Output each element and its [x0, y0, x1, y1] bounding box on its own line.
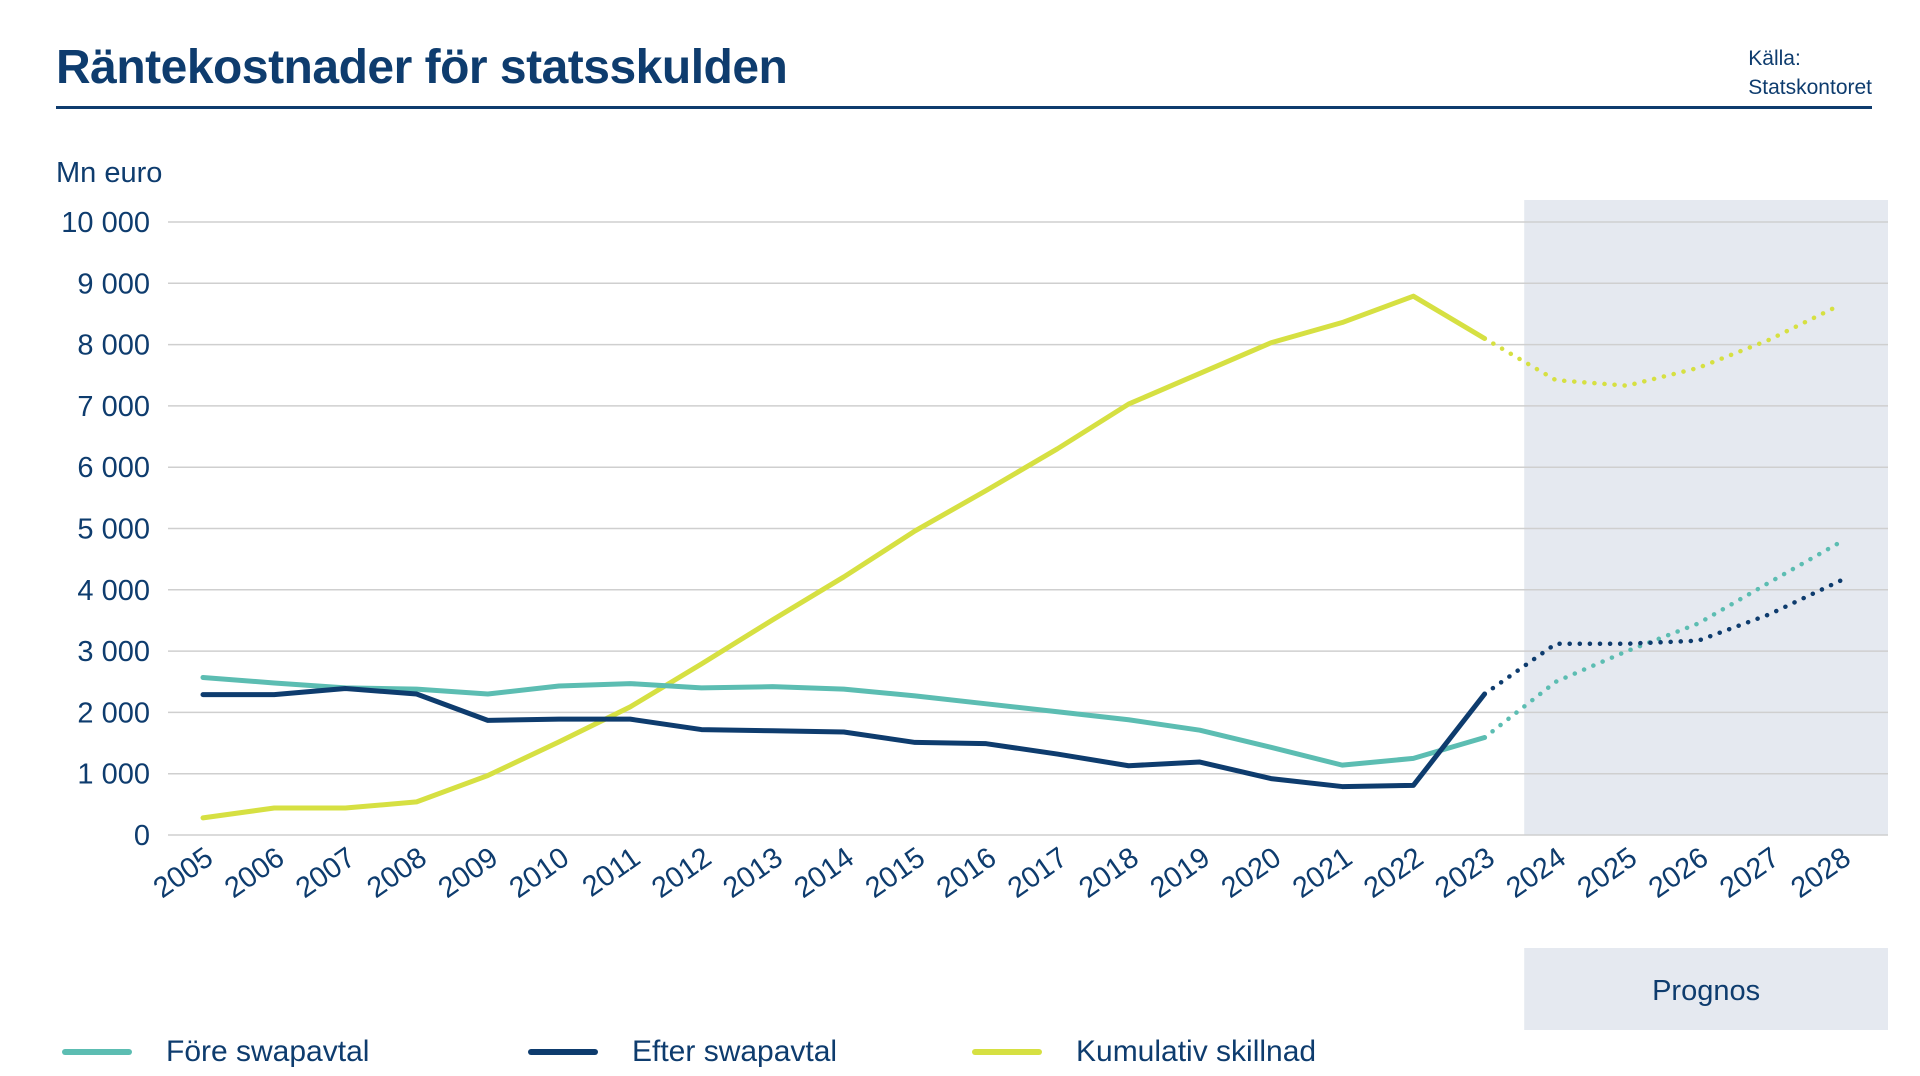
y-tick-label: 5 000 — [77, 514, 150, 546]
x-tick-label: 2024 — [1501, 842, 1572, 905]
x-tick-label: 2021 — [1287, 842, 1358, 905]
x-tick-label: 2018 — [1073, 842, 1144, 905]
forecast-band-layer: Prognos — [1524, 200, 1888, 1030]
series-forecast-line-3 — [1482, 302, 1843, 388]
x-tick-label: 2009 — [433, 842, 504, 905]
x-tick-label: 2020 — [1216, 842, 1287, 905]
x-tick-label: 2022 — [1358, 842, 1429, 905]
x-tick-label: 2027 — [1714, 842, 1785, 905]
x-tick-label: 2016 — [931, 842, 1002, 905]
x-tick-label: 2015 — [860, 842, 931, 905]
x-tick-label: 2025 — [1572, 842, 1643, 905]
source-label: Källa: — [1748, 47, 1801, 70]
x-tick-label: 2011 — [577, 842, 646, 904]
legend-item-efter-swapavtal: Efter swapavtal — [528, 1030, 837, 1074]
x-tick-label: 2006 — [219, 842, 290, 905]
legend-label-kumulativ: Kumulativ skillnad — [1076, 1035, 1317, 1068]
series-layer — [200, 293, 1843, 821]
x-tick-label: 2028 — [1785, 842, 1856, 905]
title-divider — [56, 106, 1872, 109]
legend-item-fore-swapavtal: Före swapavtal — [62, 1030, 369, 1074]
y-tick-label: 4 000 — [77, 575, 150, 607]
series-forecast-line-2 — [1482, 578, 1843, 697]
x-tick-label: 2010 — [504, 842, 575, 905]
y-tick-label: 9 000 — [77, 268, 150, 300]
x-tick-layer: 2005 2006 2007 2008 2009 2010 2011 2012 2013 2014… — [148, 842, 1857, 905]
x-tick-label: 2013 — [717, 842, 788, 905]
forecast-label-box — [1524, 948, 1888, 1030]
legend: Före swapavtal Efter swapavtal Kumulativ… — [0, 1030, 1920, 1074]
x-tick-label: 2019 — [1145, 842, 1216, 905]
y-axis-label: Mn euro — [56, 157, 162, 189]
legend-item-kumulativ-skillnad: Kumulativ skillnad — [972, 1030, 1316, 1074]
series-line-2 — [200, 685, 1488, 790]
series-line-1 — [200, 674, 1488, 768]
y-tick-label: 6 000 — [77, 452, 150, 484]
y-tick-label: 2 000 — [77, 697, 150, 729]
line-chart: Prognos 0 1 000 2 000 3 000 4 000 5 000 6 000 7… — [56, 157, 1888, 1030]
series-line-3 — [200, 293, 1488, 821]
grid-layer — [168, 221, 1888, 836]
x-tick-label: 2005 — [148, 842, 219, 905]
y-tick-label: 0 — [134, 820, 150, 852]
legend-label-fore: Före swapavtal — [166, 1035, 370, 1068]
y-tick-label: 7 000 — [77, 391, 150, 423]
legend-swatch-fore — [62, 1049, 132, 1055]
x-tick-label: 2008 — [361, 842, 432, 905]
chart-title: Räntekostnader för statsskulden — [56, 41, 788, 94]
y-tick-label: 10 000 — [61, 207, 150, 239]
source-note: Källa: Statskontoret — [1748, 44, 1872, 102]
x-tick-label: 2017 — [1002, 842, 1073, 905]
x-tick-label: 2007 — [290, 842, 361, 905]
x-tick-label: 2026 — [1643, 842, 1714, 905]
x-tick-label: 2014 — [789, 842, 860, 905]
legend-swatch-efter — [528, 1049, 598, 1055]
y-tick-label: 8 000 — [77, 330, 150, 362]
legend-swatch-kumulativ — [972, 1049, 1042, 1055]
forecast-label: Prognos — [1652, 975, 1760, 1007]
forecast-band — [1524, 200, 1888, 835]
legend-label-efter: Efter swapavtal — [632, 1035, 838, 1068]
x-tick-label: 2023 — [1429, 842, 1500, 905]
x-tick-label: 2012 — [646, 842, 717, 905]
y-tick-label: 3 000 — [77, 636, 150, 668]
y-tick-layer: 0 1 000 2 000 3 000 4 000 5 000 6 000 7 000 8 00… — [61, 207, 150, 852]
y-tick-label: 1 000 — [77, 759, 150, 791]
source-name: Statskontoret — [1748, 76, 1872, 99]
